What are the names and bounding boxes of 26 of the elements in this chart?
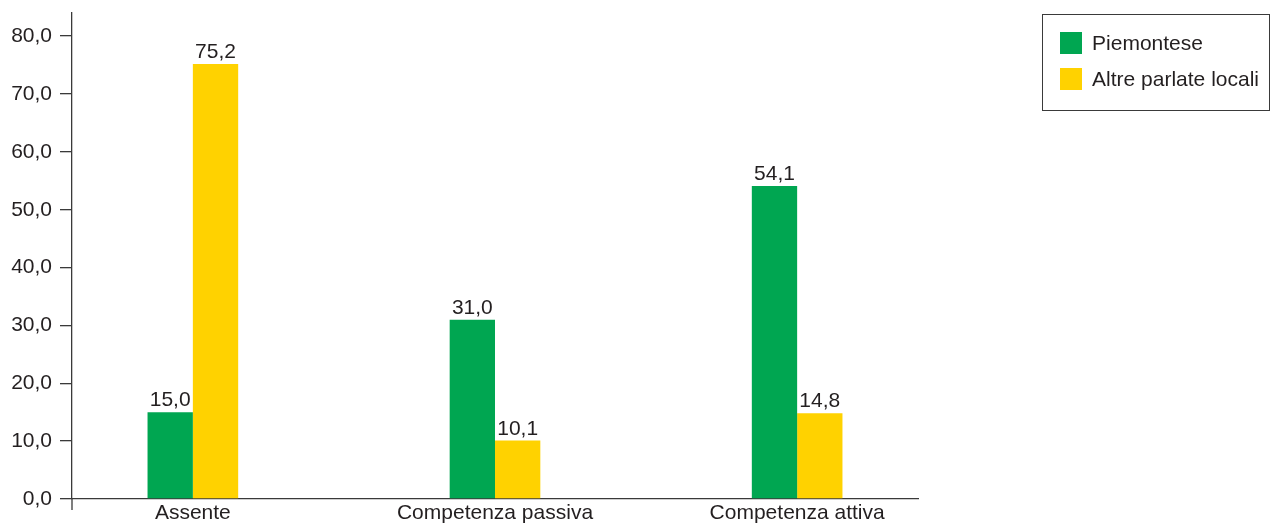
bar [449,319,495,499]
bar [751,185,798,499]
data-label: 54,1 [754,160,795,184]
x-tick-label: Competenza attiva [709,500,885,524]
bar [192,63,239,499]
x-tick-label: Competenza passiva [396,500,594,524]
y-tick-label: 80,0 [11,22,52,46]
y-tick-label: 40,0 [11,254,52,278]
y-tick-label: 70,0 [11,80,52,104]
y-tick-label: 0,0 [22,485,52,509]
x-tick-label: Assente [154,500,231,524]
y-tick-label: 60,0 [11,138,52,162]
data-label: 10,1 [497,415,539,439]
y-tick-label: 50,0 [11,196,52,220]
legend-label: Piemontese [1092,31,1203,55]
bar [797,413,843,499]
y-tick-label: 30,0 [11,312,52,336]
y-tick-label: 20,0 [11,370,52,394]
data-label: 31,0 [451,294,493,318]
bar [147,412,193,499]
data-label: 14,8 [799,388,841,412]
data-label: 75,2 [195,38,236,62]
data-label: 15,0 [149,387,191,411]
y-tick-label: 10,0 [11,427,52,451]
bar [495,440,541,499]
legend-label: Altre parlate locali [1092,67,1259,91]
